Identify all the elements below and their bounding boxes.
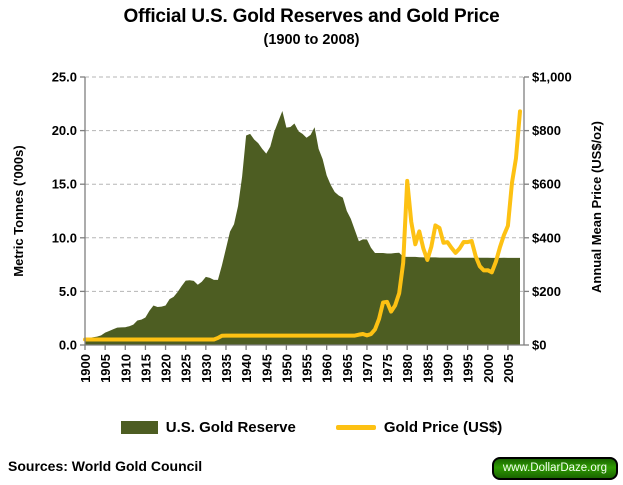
x-tick-label: 1990	[441, 354, 456, 383]
sources-note: Sources: World Gold Council	[8, 458, 203, 474]
x-tick-label: 1945	[259, 354, 274, 383]
right-tick-label: $1,000	[532, 70, 572, 85]
chart-subtitle: (1900 to 2008)	[263, 32, 360, 48]
legend-item-reserve: U.S. Gold Reserve	[120, 418, 296, 436]
x-tick-label: 2005	[501, 354, 516, 383]
x-tick-label: 1935	[219, 354, 234, 383]
left-tick-label: 5.0	[59, 284, 77, 299]
dollardaze-badge: www.DollarDaze.org	[491, 457, 618, 480]
right-axis-title: Annual Mean Price (US$/oz)	[589, 121, 604, 293]
right-tick-label: $600	[532, 177, 561, 192]
x-tick-label: 1925	[179, 354, 194, 383]
right-tick-label: $400	[532, 230, 561, 245]
x-tick-label: 1930	[199, 354, 214, 383]
legend: U.S. Gold Reserve Gold Price (US$)	[0, 414, 623, 440]
x-tick-label: 1940	[239, 354, 254, 383]
left-axis-title: Metric Tonnes ('000s)	[11, 145, 26, 277]
x-tick-label: 1970	[360, 354, 375, 383]
right-tick-label: $0	[532, 338, 546, 353]
x-tick-label: 1965	[340, 354, 355, 383]
x-tick-label: 1920	[159, 354, 174, 383]
x-tick-label: 1960	[320, 354, 335, 383]
x-tick-label: 1980	[400, 354, 415, 383]
left-tick-label: 25.0	[52, 70, 77, 85]
x-tick-label: 2000	[481, 354, 496, 383]
x-tick-label: 1975	[380, 354, 395, 383]
x-tick-label: 1995	[461, 354, 476, 383]
right-tick-label: $800	[532, 123, 561, 138]
legend-label-reserve: U.S. Gold Reserve	[165, 418, 296, 436]
right-tick-label: $200	[532, 284, 561, 299]
chart-title: Official U.S. Gold Reserves and Gold Pri…	[123, 6, 500, 27]
gold-price-line-series	[83, 109, 522, 342]
x-tick-label: 1955	[300, 354, 315, 383]
reserve-area-series	[85, 110, 520, 345]
x-tick-label: 1950	[279, 354, 294, 383]
left-tick-label: 20.0	[52, 123, 77, 138]
legend-item-price: Gold Price (US$)	[335, 418, 503, 436]
x-tick-label: 1915	[138, 354, 153, 383]
left-tick-label: 15.0	[52, 177, 77, 192]
x-tick-label: 1905	[98, 354, 113, 383]
left-tick-label: 0.0	[59, 338, 77, 353]
x-tick-label: 1900	[78, 354, 93, 383]
legend-label-price: Gold Price (US$)	[383, 418, 503, 436]
x-tick-label: 1910	[118, 354, 133, 383]
left-tick-label: 10.0	[52, 230, 77, 245]
price-line-swatch-icon	[335, 424, 376, 430]
reserve-area-swatch-icon	[120, 420, 158, 434]
x-tick-label: 1985	[420, 354, 435, 383]
